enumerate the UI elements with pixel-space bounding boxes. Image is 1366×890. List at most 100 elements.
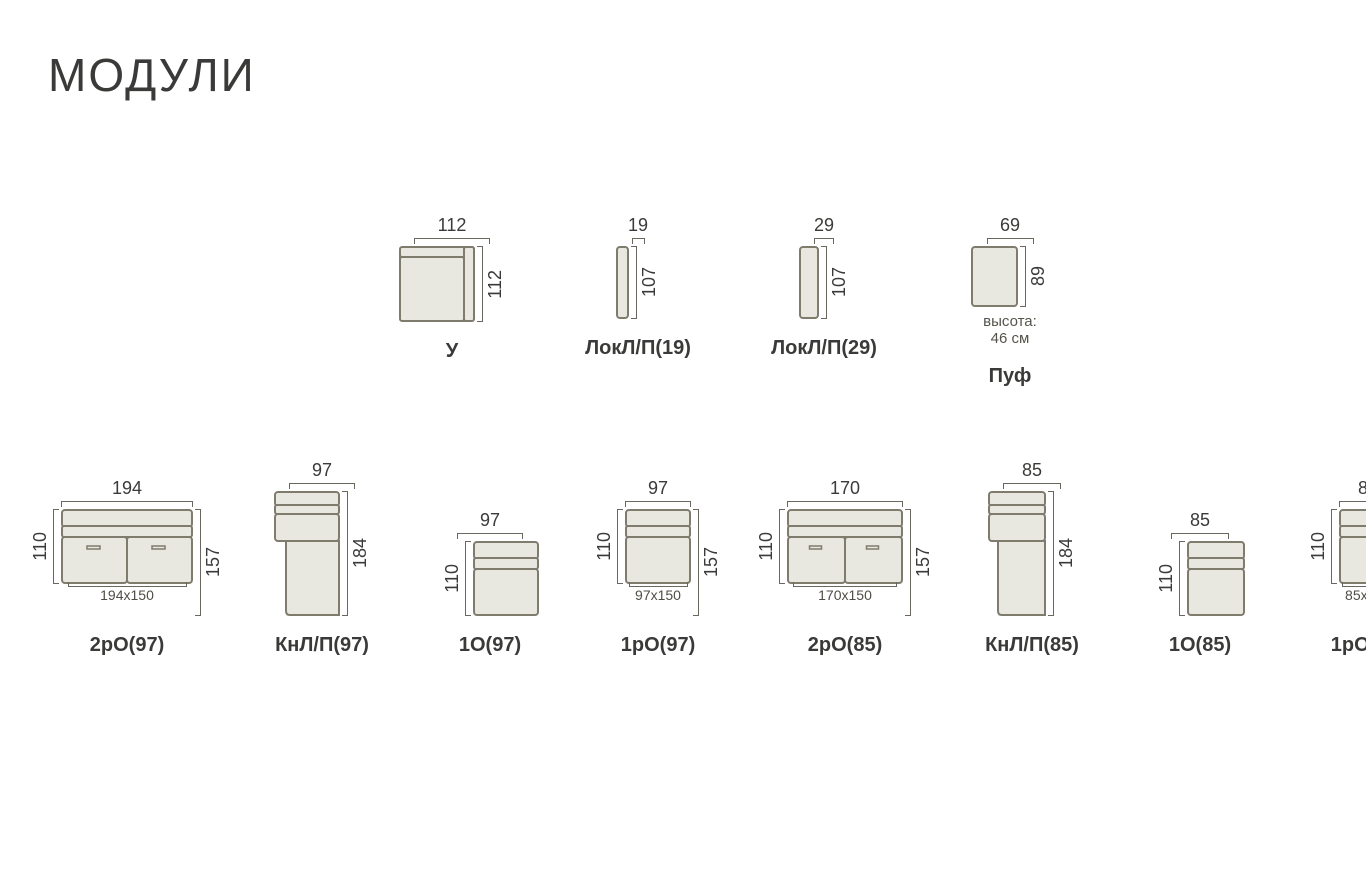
width-dimension: 97	[457, 510, 523, 539]
module-label: 1О(85)	[1169, 634, 1231, 657]
height-value: 110	[756, 532, 777, 561]
module-label: Пуф	[989, 365, 1032, 388]
width-dimension: 97	[289, 460, 355, 489]
height-dimension: 110	[30, 509, 59, 584]
module-puf: 69 89 высота:46 см Пуф	[950, 215, 1070, 388]
module-row-2: 194 110 194x150 157 2pО(97) 97 184 КнЛ/П…	[30, 460, 1366, 657]
module-label: 1pО(97)	[621, 634, 695, 657]
module-1o97: 97 110 1О(97)	[420, 510, 560, 657]
height-dimension: 112	[477, 246, 506, 322]
height-dimension: 157	[195, 509, 224, 616]
module-knlp85: 85 184 КнЛ/П(85)	[962, 460, 1102, 657]
module-shape	[971, 246, 1018, 307]
height-dimension: 157	[905, 509, 934, 616]
height-value: 184	[350, 538, 371, 568]
height-dimension: 184	[1048, 491, 1077, 616]
module-shape	[787, 509, 903, 584]
width-value: 29	[814, 215, 834, 236]
height-dimension: 107	[821, 246, 850, 319]
width-dimension: 19	[628, 215, 648, 244]
module-2po97: 194 110 194x150 157 2pО(97)	[30, 478, 224, 657]
width-dimension: 29	[814, 215, 834, 244]
width-value: 85	[1358, 478, 1366, 499]
height-dimension: 110	[1308, 509, 1337, 584]
module-label: ЛокЛ/П(29)	[771, 337, 877, 360]
width-dimension: 194	[61, 478, 193, 507]
width-value: 85	[1190, 510, 1210, 531]
width-dimension: 85	[1003, 460, 1061, 489]
module-shape	[61, 509, 193, 584]
width-value: 97	[480, 510, 500, 531]
module-row-1: 112 112 У 19 107 ЛокЛ/П(19) 29	[392, 215, 1070, 388]
height-value: 110	[30, 532, 51, 561]
module-shape	[1187, 541, 1245, 616]
height-value: 157	[701, 547, 722, 577]
module-1o85: 85 110 1О(85)	[1130, 510, 1270, 657]
width-value: 112	[438, 215, 467, 236]
module-shape	[988, 491, 1046, 616]
height-dimension: 107	[631, 246, 660, 319]
height-value: 89	[1028, 266, 1049, 286]
height-value: 110	[1156, 564, 1177, 593]
module-1po85: 85 110 85x150 157 1pО(85)	[1298, 478, 1366, 657]
width-dimension: 85	[1339, 478, 1366, 507]
height-value: 157	[203, 547, 224, 577]
width-value: 97	[312, 460, 332, 481]
module-label: 1pО(85)	[1331, 634, 1366, 657]
height-value: 110	[594, 532, 615, 561]
module-label: У	[446, 340, 458, 363]
module-lok19: 19 107 ЛокЛ/П(19)	[578, 215, 698, 388]
height-value: 157	[913, 547, 934, 577]
width-value: 170	[830, 478, 860, 499]
height-value: 110	[442, 564, 463, 593]
inner-dim-value: 170x150	[818, 587, 872, 603]
width-dimension: 69	[987, 215, 1034, 244]
inner-dimension: 97x150	[629, 582, 688, 603]
module-shape	[799, 246, 819, 319]
page-title: МОДУЛИ	[48, 48, 256, 102]
height-dimension: 110	[442, 541, 471, 616]
height-dimension: 89	[1020, 246, 1049, 307]
width-value: 97	[648, 478, 668, 499]
height-dimension: 110	[1156, 541, 1185, 616]
module-shape	[616, 246, 629, 319]
module-lok29: 29 107 ЛокЛ/П(29)	[764, 215, 884, 388]
module-label: КнЛ/П(85)	[985, 634, 1079, 657]
module-label: 2pО(97)	[90, 634, 164, 657]
width-value: 194	[112, 478, 142, 499]
inner-dim-value: 85x150	[1345, 587, 1366, 603]
module-label: 1О(97)	[459, 634, 521, 657]
height-value: 107	[829, 267, 850, 297]
module-label: ЛокЛ/П(19)	[585, 337, 691, 360]
width-value: 19	[628, 215, 648, 236]
inner-dimension: 194x150	[68, 582, 187, 603]
module-knlp97: 97 184 КнЛ/П(97)	[252, 460, 392, 657]
inner-dimension: 170x150	[793, 582, 897, 603]
width-dimension: 97	[625, 478, 691, 507]
inner-dim-value: 194x150	[100, 587, 154, 603]
width-dimension: 85	[1171, 510, 1229, 539]
width-dimension: 170	[787, 478, 903, 507]
width-value: 69	[1000, 215, 1020, 236]
module-label: 2pО(85)	[808, 634, 882, 657]
height-value: 184	[1056, 538, 1077, 568]
height-value: 107	[639, 267, 660, 297]
module-label: КнЛ/П(97)	[275, 634, 369, 657]
height-dimension: 110	[594, 509, 623, 584]
module-extra-text: высота:46 см	[983, 313, 1037, 347]
module-2po85: 170 110 170x150 157 2pО(85)	[756, 478, 934, 657]
inner-dim-value: 97x150	[635, 587, 681, 603]
module-shape	[399, 246, 475, 322]
module-u: 112 112 У	[392, 215, 512, 388]
module-shape	[1339, 509, 1366, 584]
height-dimension: 157	[693, 509, 722, 616]
inner-dimension: 85x150	[1342, 582, 1366, 603]
module-shape	[625, 509, 691, 584]
width-value: 85	[1022, 460, 1042, 481]
height-dimension: 110	[756, 509, 785, 584]
module-shape	[473, 541, 539, 616]
module-1po97: 97 110 97x150 157 1pО(97)	[588, 478, 728, 657]
module-shape	[274, 491, 340, 616]
width-dimension: 112	[414, 215, 490, 244]
height-dimension: 184	[342, 491, 371, 616]
